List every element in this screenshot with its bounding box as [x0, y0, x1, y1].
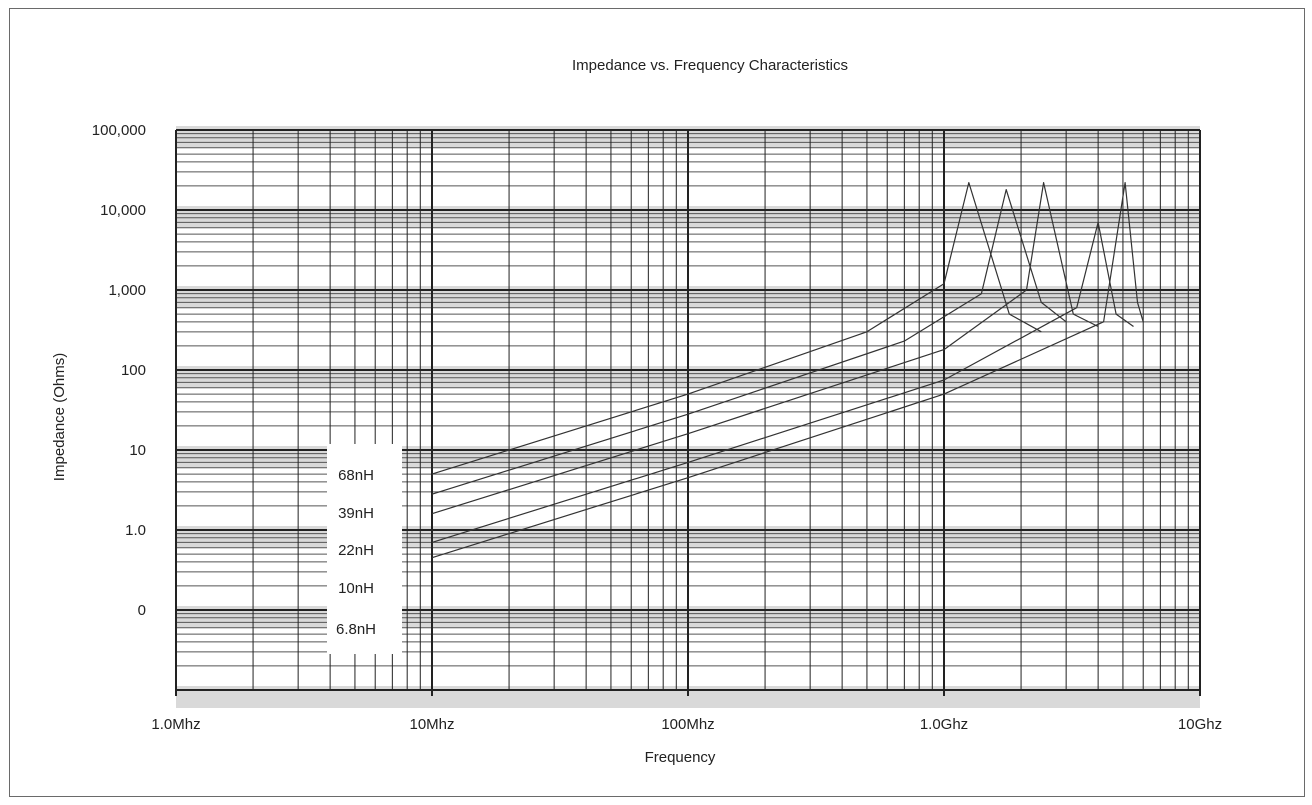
x-tick-label: 100Mhz	[661, 716, 714, 733]
series-line-22nH	[431, 182, 1099, 515]
y-tick-label: 1.0	[125, 522, 146, 539]
legend-box	[327, 444, 402, 654]
chart-title: Impedance vs. Frequency Characteristics	[572, 57, 848, 74]
series-line-39nH	[431, 189, 1067, 495]
y-tick-labels: 100,000 10,000 1,000 100 10 1.0 0	[92, 122, 146, 619]
impedance-chart: 68nH 39nH 22nH 10nH 6.8nH Impedance vs. Freq…	[51, 57, 1222, 766]
x-tick-label: 10Mhz	[409, 716, 454, 733]
x-tick-labels: 1.0Mhz 10Mhz 100Mhz 1.0Ghz 10Ghz	[151, 716, 1222, 733]
series-line-68nH	[431, 182, 1042, 475]
legend-entry: 22nH	[338, 542, 374, 559]
legend-entry: 68nH	[338, 467, 374, 484]
x-axis-label: Frequency	[645, 749, 716, 766]
y-tick-label: 100	[121, 362, 146, 379]
legend-entry: 10nH	[338, 580, 374, 597]
x-tick-label: 1.0Mhz	[151, 716, 200, 733]
series-line-10nH	[431, 221, 1134, 543]
y-tick-label: 1,000	[108, 282, 146, 299]
x-tick-label: 1.0Ghz	[920, 716, 968, 733]
y-tick-label: 10,000	[100, 202, 146, 219]
y-tick-label: 100,000	[92, 122, 146, 139]
plot-axes	[175, 130, 1201, 696]
y-tick-label: 0	[138, 602, 146, 619]
chart-frame: 68nH 39nH 22nH 10nH 6.8nH Impedance vs. Freq…	[9, 8, 1305, 797]
legend: 68nH 39nH 22nH 10nH 6.8nH	[327, 444, 402, 654]
series-line-6.8nH	[431, 182, 1144, 559]
y-axis-label: Impedance (Ohms)	[51, 353, 68, 481]
legend-entry: 39nH	[338, 505, 374, 522]
series-lines	[431, 182, 1144, 559]
y-tick-label: 10	[129, 442, 146, 459]
legend-entry: 6.8nH	[336, 621, 376, 638]
x-tick-label: 10Ghz	[1178, 716, 1222, 733]
